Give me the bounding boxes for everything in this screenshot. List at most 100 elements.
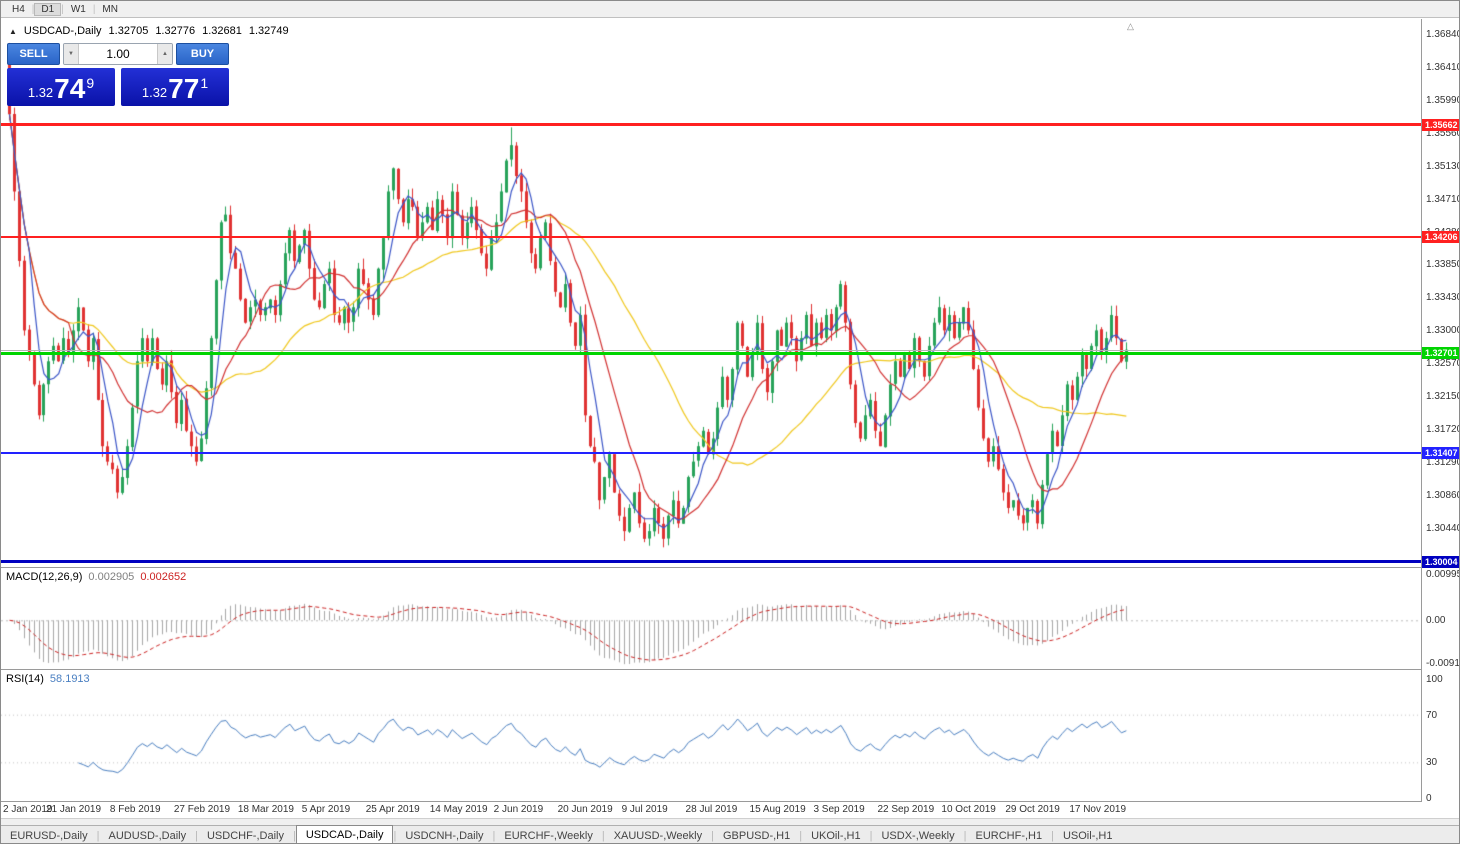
date-label: 27 Feb 2019 bbox=[173, 804, 231, 815]
chart-symbol-period: USDCAD-,Daily bbox=[23, 25, 102, 37]
tab-separator: | bbox=[799, 829, 803, 842]
date-label: 9 Jul 2019 bbox=[621, 804, 668, 815]
date-label: 10 Oct 2019 bbox=[941, 804, 996, 815]
tab-xauusd-weekly[interactable]: XAUUSD-,Weekly bbox=[613, 829, 703, 842]
date-label: 18 Mar 2019 bbox=[237, 804, 294, 815]
date-label: 14 May 2019 bbox=[429, 804, 488, 815]
tab-usdcnh-daily[interactable]: USDCNH-,Daily bbox=[405, 829, 484, 842]
sell-price-prefix: 1.32 bbox=[27, 85, 54, 100]
timeframe-button-h4[interactable]: H4 bbox=[12, 3, 25, 15]
buy-price-pip: 1 bbox=[200, 75, 209, 91]
price-scale-tick: 1.32150 bbox=[1426, 391, 1460, 403]
rsi-scale-value: 0 bbox=[1426, 793, 1432, 804]
chart-shift-marker-icon[interactable]: △ bbox=[1127, 21, 1134, 31]
date-label: 29 Oct 2019 bbox=[1005, 804, 1060, 815]
tab-separator: | bbox=[393, 829, 397, 842]
volume-increase-button[interactable]: ▲ bbox=[157, 44, 172, 64]
tab-separator: | bbox=[601, 829, 605, 842]
timeframe-toolbar: H4 | D1 | W1 | MN bbox=[1, 1, 1459, 18]
macd-scale-value: -0.009186 bbox=[1426, 658, 1460, 669]
macd-scale-value: 0.00 bbox=[1426, 615, 1446, 627]
date-label: 17 Nov 2019 bbox=[1069, 804, 1127, 815]
macd-panel-divider[interactable] bbox=[1, 567, 1459, 568]
rsi-scale-value: 100 bbox=[1426, 674, 1443, 685]
toolbar-separator: | bbox=[31, 3, 35, 15]
tab-separator: | bbox=[96, 829, 100, 842]
date-axis[interactable]: 2 Jan 2019 21 Jan 2019 8 Feb 2019 27 Feb 20… bbox=[1, 802, 1459, 818]
tab-usdcad-daily[interactable]: USDCAD-,Daily bbox=[295, 825, 394, 843]
rsi-value: 58.1913 bbox=[49, 673, 90, 685]
tab-ukoil-h1[interactable]: UKOil-,H1 bbox=[811, 829, 861, 842]
date-label: 20 Jun 2019 bbox=[557, 804, 613, 815]
tab-usdx-weekly[interactable]: USDX-,Weekly bbox=[881, 829, 955, 842]
tab-gbpusd-h1[interactable]: GBPUSD-,H1 bbox=[722, 829, 791, 842]
chart-region: 1.36840 1.36410 1.35990 1.35560 1.35130 1.347… bbox=[1, 19, 1460, 804]
price-line-label: 1.30004 bbox=[1422, 555, 1459, 568]
date-label: 2 Jun 2019 bbox=[493, 804, 544, 815]
timeframe-button-mn[interactable]: MN bbox=[102, 3, 118, 15]
tab-separator: | bbox=[492, 829, 496, 842]
buy-price-big: 77 bbox=[168, 73, 200, 104]
ohlc-close: 1.32749 bbox=[248, 25, 289, 37]
sell-price-display[interactable]: 1.32 74 9 bbox=[7, 68, 115, 106]
macd-scale-value: 0.009957 bbox=[1426, 569, 1459, 580]
price-scale-tick: 1.33850 bbox=[1426, 259, 1460, 271]
macd-main-value: 0.002905 bbox=[88, 571, 135, 583]
date-label: 28 Jul 2019 bbox=[685, 804, 738, 815]
tab-separator: | bbox=[195, 829, 198, 842]
date-label: 25 Apr 2019 bbox=[365, 804, 420, 815]
price-scale-tick: 1.35990 bbox=[1426, 94, 1460, 106]
date-label: 5 Apr 2019 bbox=[301, 804, 351, 815]
date-label: 8 Feb 2019 bbox=[109, 804, 161, 815]
buy-price-display[interactable]: 1.32 77 1 bbox=[121, 68, 229, 106]
price-scale[interactable]: 1.36840 1.36410 1.35990 1.35560 1.35130 1.347… bbox=[1421, 19, 1460, 804]
price-chart-canvas[interactable] bbox=[1, 19, 1421, 567]
sell-price-pip: 9 bbox=[86, 75, 95, 91]
date-label: 22 Sep 2019 bbox=[877, 804, 935, 815]
horizontal-scrollbar[interactable] bbox=[1, 818, 1459, 825]
ohlc-low: 1.32681 bbox=[202, 25, 242, 37]
date-label: 15 Aug 2019 bbox=[749, 804, 806, 815]
price-scale-tick: 1.35560 bbox=[1426, 127, 1460, 139]
price-scale-tick: 1.32570 bbox=[1426, 358, 1460, 370]
price-scale-tick: 1.30440 bbox=[1426, 522, 1460, 534]
timeframe-button-w1[interactable]: W1 bbox=[70, 3, 86, 15]
tab-usdchf-daily[interactable]: USDCHF-,Daily bbox=[206, 829, 284, 842]
tab-separator: | bbox=[292, 829, 296, 842]
price-scale-tick: 1.33000 bbox=[1426, 325, 1460, 337]
price-scale-tick: 1.33430 bbox=[1426, 292, 1460, 304]
date-label: 21 Jan 2019 bbox=[45, 804, 102, 815]
timeframe-button-d1[interactable]: D1 bbox=[34, 2, 62, 16]
rsi-scale-value: 70 bbox=[1426, 709, 1438, 721]
rsi-name: RSI(14) bbox=[6, 673, 44, 685]
chart-title: ▲ USDCAD-,Daily 1.32705 1.32776 1.32681 … bbox=[9, 25, 289, 37]
macd-signal-value: 0.002652 bbox=[140, 571, 187, 583]
tab-separator: | bbox=[869, 829, 873, 842]
price-line-label: 1.32701 bbox=[1422, 347, 1459, 360]
volume-stepper: ▼ ▲ bbox=[63, 43, 173, 65]
tab-eurchf-h1[interactable]: EURCHF-,H1 bbox=[975, 829, 1043, 842]
macd-indicator-canvas[interactable] bbox=[1, 568, 1421, 669]
tab-separator: | bbox=[1051, 829, 1054, 842]
tab-eurchf-weekly[interactable]: EURCHF-,Weekly bbox=[504, 829, 593, 842]
price-scale-tick: 1.31290 bbox=[1426, 456, 1460, 468]
price-scale-tick: 1.31720 bbox=[1426, 424, 1460, 436]
rsi-indicator-canvas[interactable] bbox=[1, 670, 1421, 801]
chart-tabs-bar: EURUSD-,Daily | AUDUSD-,Daily | USDCHF-,Dail… bbox=[1, 825, 1459, 843]
collapse-triangle-icon[interactable]: ▲ bbox=[9, 26, 17, 36]
volume-input[interactable] bbox=[79, 44, 157, 64]
tab-audusd-daily[interactable]: AUDUSD-,Daily bbox=[108, 829, 187, 842]
date-label: 2 Jan 2019 bbox=[3, 804, 53, 815]
rsi-panel-divider[interactable] bbox=[1, 669, 1459, 670]
ohlc-open: 1.32705 bbox=[108, 25, 149, 37]
price-scale-tick: 1.35130 bbox=[1426, 160, 1460, 172]
buy-button[interactable]: BUY bbox=[176, 43, 229, 65]
toolbar-separator: | bbox=[61, 3, 64, 15]
macd-name: MACD(12,26,9) bbox=[6, 571, 83, 583]
sell-button[interactable]: SELL bbox=[7, 43, 60, 65]
tab-usoil-h1[interactable]: USOil-,H1 bbox=[1062, 829, 1113, 842]
tab-eurusd-daily[interactable]: EURUSD-,Daily bbox=[10, 829, 88, 842]
volume-decrease-button[interactable]: ▼ bbox=[64, 44, 79, 64]
